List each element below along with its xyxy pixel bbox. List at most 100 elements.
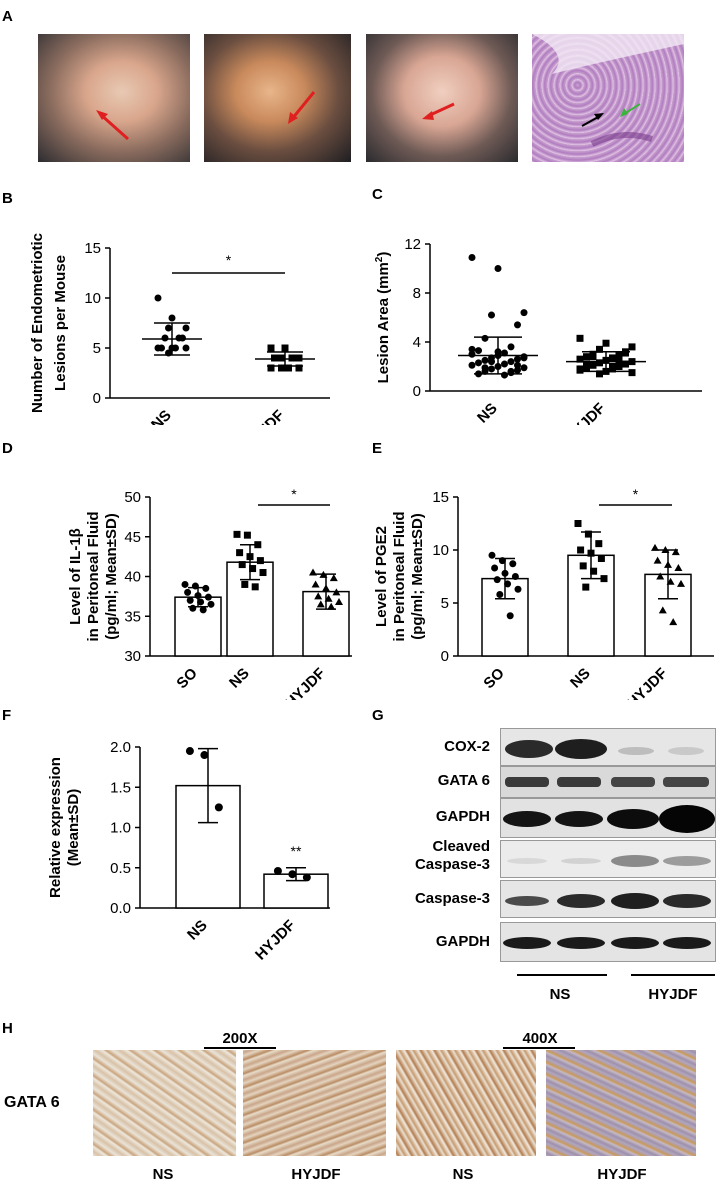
d-y-tick-label: 40 bbox=[124, 569, 141, 586]
e-data-point bbox=[579, 562, 587, 570]
e-data-point bbox=[590, 567, 598, 575]
e-data-point bbox=[498, 557, 506, 565]
d-data-point bbox=[181, 580, 189, 588]
chart-e-pge2: 0 5 10 15 Level of PGE2 in Peritoneal Fluid (p… bbox=[373, 486, 714, 700]
e-y-tick-label: 10 bbox=[432, 542, 449, 559]
c-y-tick-label: 4 bbox=[413, 334, 421, 351]
c-data-point bbox=[628, 343, 636, 351]
b-data-point bbox=[168, 314, 176, 322]
c-data-point bbox=[615, 351, 623, 359]
d-data-point bbox=[184, 588, 192, 596]
d-data-point bbox=[311, 580, 320, 588]
d-data-point bbox=[332, 588, 341, 596]
red-arrow-icon bbox=[422, 102, 455, 120]
d-x-tick-label: NS bbox=[226, 665, 253, 692]
c-data-point bbox=[628, 369, 636, 377]
d-data-point bbox=[202, 584, 210, 592]
c-data-point bbox=[494, 265, 502, 272]
c-data-point bbox=[468, 361, 476, 369]
c-data-point bbox=[514, 355, 521, 363]
panel-label-c: C bbox=[372, 186, 383, 203]
e-y-tick-label: 0 bbox=[441, 648, 449, 665]
magnification-line-400x bbox=[503, 1047, 575, 1049]
c-data-point bbox=[475, 359, 482, 367]
b-y-tick-label: 0 bbox=[93, 390, 101, 407]
blot-cox2 bbox=[500, 728, 716, 766]
c-data-point bbox=[596, 370, 603, 378]
e-data-point bbox=[501, 569, 509, 577]
mouse-dissection-photo-3 bbox=[366, 34, 518, 162]
f-data-point bbox=[288, 870, 297, 879]
f-data-point bbox=[302, 873, 311, 882]
e-data-point bbox=[574, 520, 582, 527]
b-y-tick-label: 5 bbox=[93, 340, 101, 357]
group-line-ns bbox=[517, 974, 607, 976]
e-data-point bbox=[669, 618, 678, 626]
f-data-point bbox=[273, 866, 282, 875]
f-y-tick-label: 0.0 bbox=[110, 900, 131, 917]
c-data-point bbox=[468, 345, 476, 353]
e-x-tick-label: HYJDF bbox=[624, 665, 671, 700]
c-data-point bbox=[514, 361, 521, 369]
d-y-axis-label: in Peritoneal Fluid bbox=[85, 511, 102, 641]
d-data-point bbox=[314, 592, 323, 600]
e-y-axis-label: Level of PGE2 bbox=[373, 526, 390, 627]
c-y-tick-label: 0 bbox=[413, 383, 421, 400]
d-data-point bbox=[322, 584, 330, 592]
chart-f-relative-expression: 0.0 0.5 1.0 1.5 2.0 Relative expression (Mean±… bbox=[47, 739, 330, 964]
ihc-image-hyjdf-400x bbox=[546, 1050, 696, 1156]
c-data-point bbox=[514, 321, 521, 329]
wb-label-cleaved: Cleaved bbox=[432, 838, 490, 855]
panel-label-b: B bbox=[2, 190, 13, 207]
e-data-point bbox=[595, 540, 603, 548]
c-data-point bbox=[576, 334, 584, 342]
mouse-dissection-photo-1 bbox=[38, 34, 190, 162]
f-data-point bbox=[185, 747, 194, 756]
c-data-point bbox=[481, 364, 489, 372]
wb-label-gapdh-2: GAPDH bbox=[435, 933, 490, 950]
red-arrow-icon bbox=[96, 110, 129, 141]
e-data-point bbox=[496, 591, 504, 599]
b-data-point bbox=[267, 344, 275, 352]
e-x-tick-label: SO bbox=[480, 665, 508, 693]
blot-gata6 bbox=[500, 766, 716, 798]
b-data-point bbox=[154, 294, 162, 302]
e-data-point bbox=[671, 548, 680, 556]
d-significance-label: * bbox=[291, 486, 297, 502]
e-data-point bbox=[504, 580, 512, 588]
f-x-tick-label: NS bbox=[184, 917, 211, 944]
d-data-point bbox=[319, 570, 328, 578]
d-data-point bbox=[327, 602, 336, 610]
panel-label-f: F bbox=[2, 707, 12, 724]
d-data-point bbox=[238, 561, 246, 569]
c-data-point bbox=[596, 359, 603, 367]
d-y-tick-label: 50 bbox=[124, 489, 141, 506]
e-significance-label: * bbox=[633, 486, 639, 502]
blot-gapdh-1 bbox=[500, 798, 716, 838]
d-data-point bbox=[256, 557, 264, 565]
e-data-point bbox=[584, 530, 592, 538]
e-y-axis-label: in Peritoneal Fluid bbox=[391, 511, 408, 641]
f-y-tick-label: 0.5 bbox=[110, 860, 131, 877]
ihc-row-label: GATA 6 bbox=[4, 1094, 60, 1111]
b-data-point bbox=[154, 344, 162, 352]
c-data-point bbox=[514, 366, 521, 374]
d-y-axis-label: (pg/ml; Mean±SD) bbox=[103, 513, 120, 640]
ihc-image-hyjdf-200x bbox=[243, 1050, 386, 1156]
e-data-point bbox=[653, 556, 662, 564]
e-y-tick-label: 15 bbox=[432, 489, 449, 506]
d-data-point bbox=[199, 606, 207, 614]
ihc-image-ns-400x bbox=[396, 1050, 536, 1156]
e-data-point bbox=[493, 576, 501, 584]
b-data-point bbox=[182, 344, 190, 352]
c-y-axis-label-end: ) bbox=[375, 252, 392, 257]
c-data-point bbox=[520, 364, 528, 372]
c-data-point bbox=[596, 345, 603, 353]
d-data-point bbox=[249, 565, 257, 573]
ihc-caption-ns-1: NS bbox=[152, 1166, 174, 1183]
b-data-point bbox=[281, 344, 289, 352]
magnification-400x: 400X bbox=[522, 1030, 558, 1047]
blot-cleaved-caspase3 bbox=[500, 840, 716, 878]
f-y-axis-label: (Mean±SD) bbox=[65, 789, 82, 866]
f-y-tick-label: 1.0 bbox=[110, 820, 131, 837]
